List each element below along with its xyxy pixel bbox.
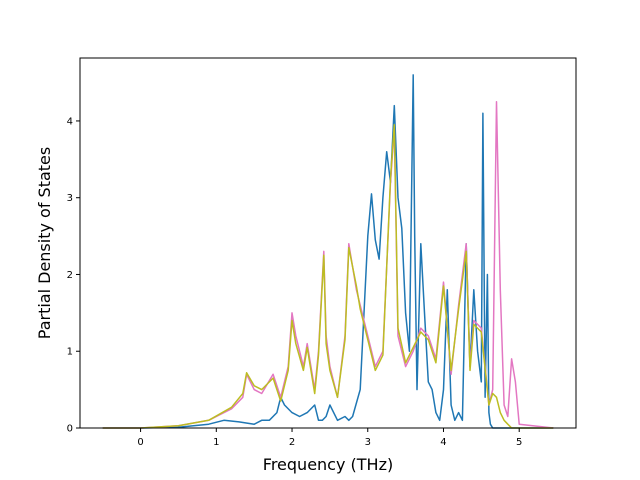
x-tick-label: 0 [137, 437, 143, 448]
y-tick-label: 4 [67, 116, 73, 127]
y-tick-label: 1 [67, 347, 73, 358]
x-tick-label: 4 [440, 437, 446, 448]
y-axis-ticks: 0 1 2 3 4 [67, 116, 80, 435]
x-tick-label: 5 [516, 437, 522, 448]
x-tick-label: 1 [213, 437, 219, 448]
series-line-3 [102, 124, 554, 429]
series-layer [102, 74, 554, 429]
x-axis-ticks: 0 1 2 3 4 5 [137, 428, 522, 448]
plot-frame [79, 57, 577, 429]
y-tick-label: 2 [67, 270, 73, 281]
x-axis-label: Frequency (THz) [263, 455, 393, 474]
x-tick-label: 2 [289, 437, 295, 448]
series-line-1 [102, 74, 554, 429]
x-tick-label: 3 [365, 437, 371, 448]
y-axis-label: Partial Density of States [35, 147, 54, 339]
y-tick-label: 3 [67, 193, 73, 204]
y-tick-label: 0 [67, 424, 73, 435]
